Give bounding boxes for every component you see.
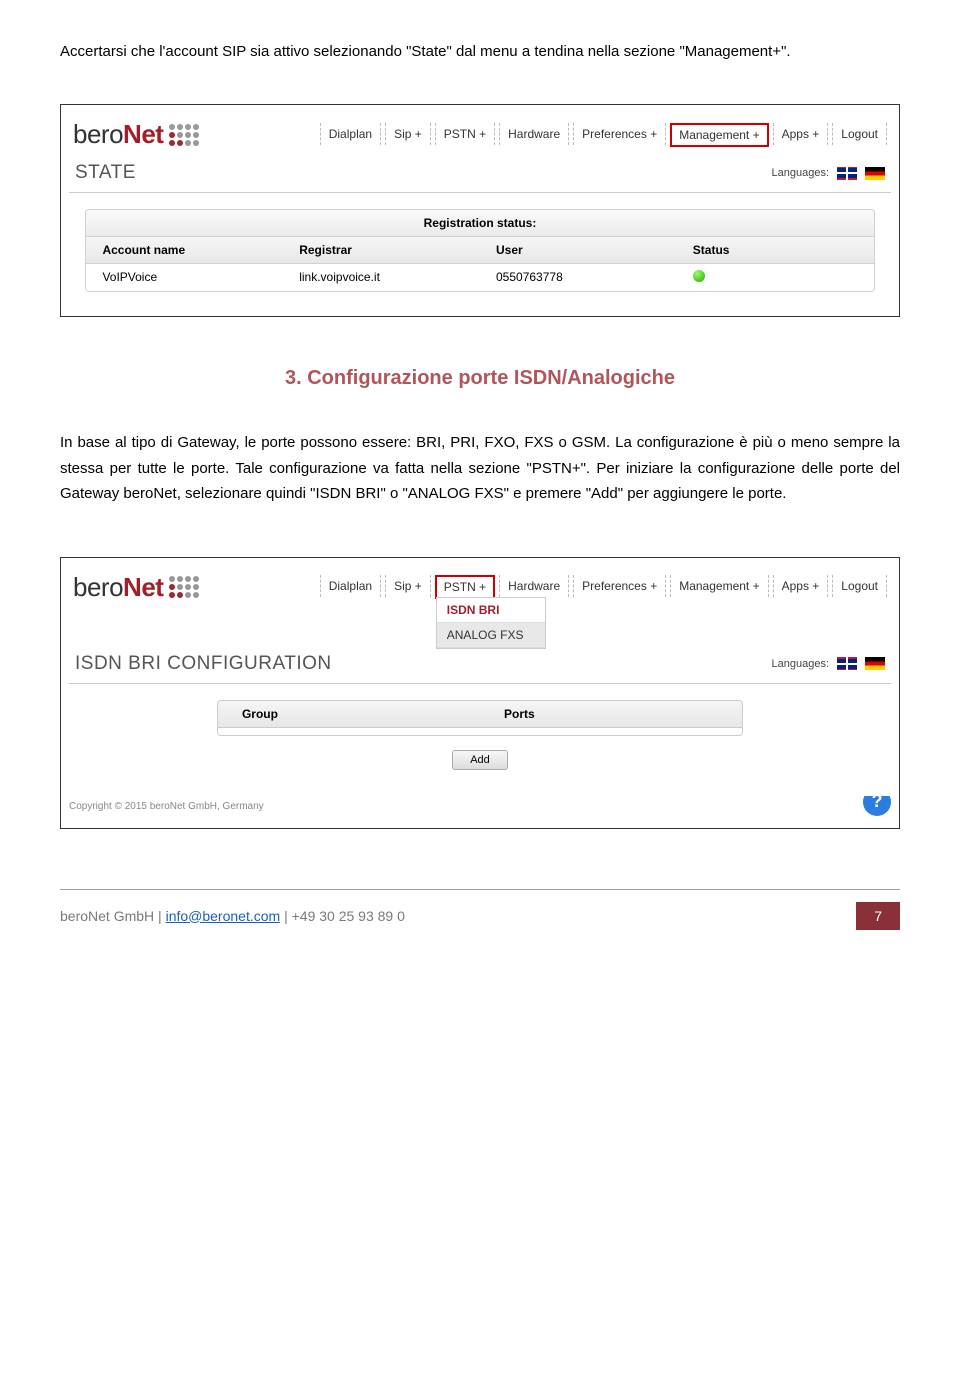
group-table: Group Ports bbox=[217, 700, 743, 736]
nav-pstn-2[interactable]: PSTN + ISDN BRI ANALOG FXS bbox=[435, 575, 495, 599]
nav-hardware[interactable]: Hardware bbox=[499, 123, 569, 145]
flag-uk-icon-2[interactable] bbox=[837, 657, 857, 670]
language-selector: Languages: bbox=[772, 167, 886, 180]
nav-logout[interactable]: Logout bbox=[832, 123, 887, 145]
page-footer: beroNet GmbH | info@beronet.com | +49 30… bbox=[60, 889, 900, 930]
logo: beroNet bbox=[73, 119, 199, 150]
page-title-state: STATE bbox=[75, 162, 136, 184]
add-button[interactable]: Add bbox=[452, 750, 508, 770]
top-nav: beroNet Dialplan Sip + PSTN + Hardware P… bbox=[69, 113, 891, 162]
nav-pstn-label: PSTN + bbox=[444, 580, 486, 594]
section-heading: 3. Configurazione porte ISDN/Analogiche bbox=[60, 367, 900, 390]
footer-email-link[interactable]: info@beronet.com bbox=[166, 908, 281, 924]
nav-apps-2[interactable]: Apps + bbox=[773, 575, 829, 597]
nav-sip-2[interactable]: Sip + bbox=[385, 575, 431, 597]
footer-company: beroNet GmbH bbox=[60, 908, 154, 924]
page-title-isdn: ISDN BRI CONFIGURATION bbox=[75, 653, 332, 675]
footer-phone: +49 30 25 93 89 0 bbox=[292, 908, 405, 924]
screenshot-isdn: beroNet Dialplan Sip + PSTN + ISDN BRI A… bbox=[60, 557, 900, 829]
nav-preferences[interactable]: Preferences + bbox=[573, 123, 666, 145]
nav-management[interactable]: Management + bbox=[670, 123, 768, 147]
nav-management-2[interactable]: Management + bbox=[670, 575, 768, 597]
col-ports: Ports bbox=[480, 701, 742, 727]
dropdown-analog-fxs[interactable]: ANALOG FXS bbox=[437, 623, 545, 648]
registration-title: Registration status: bbox=[85, 209, 874, 237]
copyright-text: Copyright © 2015 beroNet GmbH, Germany bbox=[69, 801, 264, 812]
cell-user: 0550763778 bbox=[480, 264, 677, 291]
language-selector-2: Languages: bbox=[772, 657, 886, 670]
nav-pstn[interactable]: PSTN + bbox=[435, 123, 495, 145]
languages-label-2: Languages: bbox=[772, 658, 830, 670]
col-registrar: Registrar bbox=[283, 237, 480, 263]
group-header: Group Ports bbox=[217, 700, 743, 728]
logo-part1: bero bbox=[73, 119, 123, 149]
flag-de-icon[interactable] bbox=[865, 167, 885, 180]
logo-dots-icon-2 bbox=[169, 576, 199, 598]
page-number: 7 bbox=[856, 902, 900, 930]
nav-dialplan-2[interactable]: Dialplan bbox=[320, 575, 381, 597]
nav-menu-2: Dialplan Sip + PSTN + ISDN BRI ANALOG FX… bbox=[320, 575, 887, 599]
nav-dialplan[interactable]: Dialplan bbox=[320, 123, 381, 145]
flag-uk-icon[interactable] bbox=[837, 167, 857, 180]
help-icon[interactable]: ? bbox=[863, 796, 891, 816]
nav-logout-2[interactable]: Logout bbox=[832, 575, 887, 597]
table-row: VoIPVoice link.voipvoice.it 0550763778 bbox=[85, 264, 874, 292]
intro-paragraph: Accertarsi che l'account SIP sia attivo … bbox=[60, 40, 900, 64]
col-user: User bbox=[480, 237, 677, 263]
col-group: Group bbox=[218, 701, 480, 727]
logo-2: beroNet bbox=[73, 572, 199, 603]
table-header-row: Account name Registrar User Status bbox=[85, 237, 874, 264]
top-nav-2: beroNet Dialplan Sip + PSTN + ISDN BRI A… bbox=[69, 566, 891, 615]
logo-text: beroNet bbox=[73, 119, 163, 150]
footer-left: beroNet GmbH | info@beronet.com | +49 30… bbox=[60, 908, 405, 924]
cell-registrar: link.voipvoice.it bbox=[283, 264, 480, 291]
nav-apps[interactable]: Apps + bbox=[773, 123, 829, 145]
logo-text-2: beroNet bbox=[73, 572, 163, 603]
dropdown-isdn-bri[interactable]: ISDN BRI bbox=[437, 598, 545, 623]
nav-hardware-2[interactable]: Hardware bbox=[499, 575, 569, 597]
status-online-icon bbox=[693, 270, 705, 282]
logo-part1-2: bero bbox=[73, 572, 123, 602]
logo-dots-icon bbox=[169, 124, 199, 146]
logo-part2: Net bbox=[123, 119, 163, 149]
nav-sip[interactable]: Sip + bbox=[385, 123, 431, 145]
screenshot-state: beroNet Dialplan Sip + PSTN + Hardware P… bbox=[60, 104, 900, 317]
col-account: Account name bbox=[86, 237, 283, 263]
group-body-empty bbox=[217, 728, 743, 736]
flag-de-icon-2[interactable] bbox=[865, 657, 885, 670]
col-status: Status bbox=[677, 237, 874, 263]
logo-part2-2: Net bbox=[123, 572, 163, 602]
languages-label: Languages: bbox=[772, 167, 830, 179]
body-paragraph: In base al tipo di Gateway, le porte pos… bbox=[60, 430, 900, 507]
nav-menu: Dialplan Sip + PSTN + Hardware Preferenc… bbox=[320, 123, 887, 147]
cell-account: VoIPVoice bbox=[86, 264, 283, 291]
cell-status bbox=[677, 264, 874, 291]
pstn-dropdown: ISDN BRI ANALOG FXS bbox=[436, 597, 546, 649]
nav-preferences-2[interactable]: Preferences + bbox=[573, 575, 666, 597]
registration-table: Registration status: Account name Regist… bbox=[85, 209, 874, 292]
